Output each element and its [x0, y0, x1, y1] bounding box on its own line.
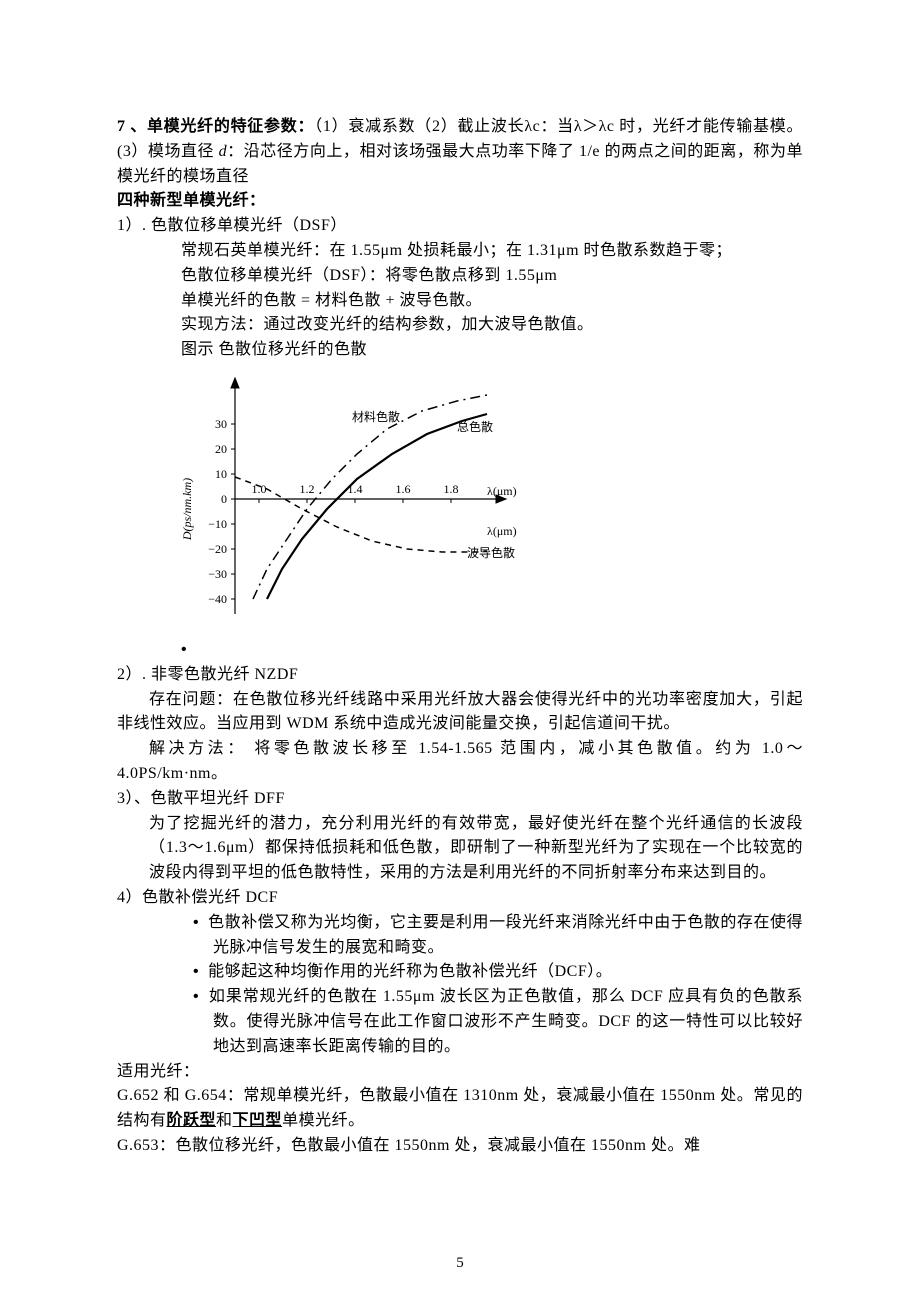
svg-text:1.6: 1.6 — [396, 482, 411, 496]
p7-lead: 7 、单模光纤的特征参数： — [117, 118, 314, 135]
chart-trailing-bullet: • — [117, 638, 803, 663]
svg-text:波导色散: 波导色散 — [467, 545, 515, 560]
s4-b2: • 能够起这种均衡作用的光纤称为色散补偿光纤（DCF）。 — [117, 960, 803, 985]
svg-text:总色散: 总色散 — [457, 419, 493, 434]
svg-text:λ(μm): λ(μm) — [487, 524, 517, 538]
s4-b1: • 色散补偿又称为光均衡，它主要是利用一段光纤来消除光纤中由于色散的存在使得光脉… — [117, 911, 803, 961]
s1-l4: 实现方法：通过改变光纤的结构参数，加大波导色散值。 — [117, 313, 803, 338]
svg-text:1.8: 1.8 — [444, 482, 459, 496]
s1-title: 1）. 色散位移单模光纤（DSF） — [117, 214, 803, 239]
s4-b1-text: 色散补偿又称为光均衡，它主要是利用一段光纤来消除光纤中由于色散的存在使得光脉冲信… — [208, 914, 803, 956]
svg-text:D(ps/nm.km): D(ps/nm.km) — [180, 478, 194, 541]
s2-title: 2）. 非零色散光纤 NZDF — [117, 663, 803, 688]
svg-text:10: 10 — [215, 467, 227, 481]
s4-title: 4）色散补偿光纤 DCF — [117, 886, 803, 911]
g652-b: 和 — [216, 1112, 233, 1129]
svg-text:0: 0 — [221, 492, 227, 506]
paragraph-7: 7 、单模光纤的特征参数：（1）衰减系数（2）截止波长λc：当λ＞λc 时，光纤… — [117, 115, 803, 189]
page: 7 、单模光纤的特征参数：（1）衰减系数（2）截止波长λc：当λ＞λc 时，光纤… — [0, 0, 920, 1302]
svg-text:30: 30 — [215, 417, 227, 431]
svg-text:1.4: 1.4 — [348, 482, 363, 496]
page-number: 5 — [0, 1255, 920, 1272]
dispersion-chart: 30 20 10 0 −10 −20 −30 −40 1.0 1.2 1.4 1.6 1.8 D(ps/n… — [117, 369, 803, 634]
heading-four-types: 四种新型单模光纤： — [117, 189, 803, 214]
s1-l1: 常规石英单模光纤：在 1.55μm 处损耗最小；在 1.31μm 时色散系数趋于… — [117, 239, 803, 264]
s1-l2: 色散位移单模光纤（DSF）：将零色散点移到 1.55μm — [117, 264, 803, 289]
svg-text:−20: −20 — [208, 542, 227, 556]
apply-g652: G.652 和 G.654：常规单模光纤，色散最小值在 1310nm 处，衰减最… — [117, 1084, 803, 1134]
s1-l5: 图示 色散位移光纤的色散 — [117, 338, 803, 363]
g652-c: 单模光纤。 — [282, 1112, 365, 1129]
svg-text:材料色散: 材料色散 — [352, 409, 400, 424]
apply-g653: G.653：色散位移光纤，色散最小值在 1550nm 处，衰减最小值在 1550… — [117, 1134, 803, 1159]
p7-var-d: d — [219, 143, 228, 160]
svg-text:1.2: 1.2 — [300, 482, 315, 496]
apply-title: 适用光纤： — [117, 1060, 803, 1085]
svg-text:−40: −40 — [208, 592, 227, 606]
g652-u2: 下凹型 — [233, 1112, 283, 1129]
s3-title: 3）、色散平坦光纤 DFF — [117, 787, 803, 812]
s2-p2: 解决方法： 将零色散波长移至 1.54-1.565 范围内，减小其色散值。约为 … — [117, 737, 803, 787]
svg-text:λ(μm): λ(μm) — [487, 484, 517, 498]
chart-svg: 30 20 10 0 −10 −20 −30 −40 1.0 1.2 1.4 1.6 1.8 D(ps/n… — [177, 369, 537, 629]
svg-text:−10: −10 — [208, 517, 227, 531]
s4-b2-text: 能够起这种均衡作用的光纤称为色散补偿光纤（DCF）。 — [208, 963, 612, 980]
s4-b3-text: 如果常规光纤的色散在 1.55μm 波长区为正色散值，那么 DCF 应具有负的色… — [209, 988, 803, 1055]
svg-text:1.0: 1.0 — [252, 482, 267, 496]
svg-text:20: 20 — [215, 442, 227, 456]
s1-l3: 单模光纤的色散 = 材料色散 + 波导色散。 — [117, 289, 803, 314]
s2-p1: 存在问题：在色散位移光纤线路中采用光纤放大器会使得光纤中的光功率密度加大，引起非… — [117, 688, 803, 738]
s3-p1: 为了挖掘光纤的潜力，充分利用光纤的有效带宽，最好使光纤在整个光纤通信的长波段（1… — [117, 812, 803, 886]
svg-text:−30: −30 — [208, 567, 227, 581]
s4-b3: • 如果常规光纤的色散在 1.55μm 波长区为正色散值，那么 DCF 应具有负… — [117, 985, 803, 1059]
g652-u1: 阶跃型 — [167, 1112, 217, 1129]
